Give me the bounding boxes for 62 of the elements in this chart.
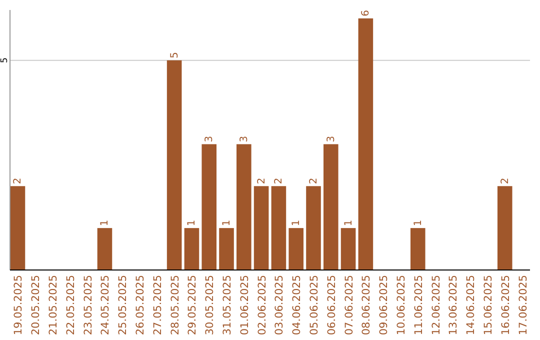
x-tick-label: 15.06.2025: [482, 275, 494, 336]
x-tick-label: 17.06.2025: [517, 275, 530, 336]
data-label: 2: [256, 178, 268, 184]
x-tick-label: 20.05.2025: [30, 275, 42, 336]
bar: [288, 228, 304, 270]
x-tick-label: 11.06.2025: [412, 275, 425, 336]
x-tick-label: 09.06.2025: [378, 275, 390, 336]
x-tick-label: 12.06.2025: [430, 275, 442, 336]
x-tick-label: 04.06.2025: [291, 275, 304, 336]
data-label: 1: [343, 220, 354, 226]
data-label: 2: [12, 178, 24, 184]
bar: [254, 186, 269, 270]
bar: [219, 228, 234, 270]
bar: [184, 228, 200, 270]
data-label: 5: [169, 52, 180, 58]
data-label: 1: [291, 220, 302, 226]
x-tick-label: 31.05.2025: [222, 275, 234, 336]
x-tick-label: 27.05.2025: [152, 275, 164, 336]
x-tick-label: 24.05.2025: [100, 275, 112, 336]
x-tick-label: 02.06.2025: [256, 275, 268, 336]
data-label: 3: [204, 136, 216, 142]
bar: [97, 228, 112, 270]
data-label: 1: [412, 220, 424, 226]
x-tick-label: 10.06.2025: [395, 275, 408, 336]
x-tick-label: 19.05.2025: [12, 275, 25, 336]
bar: [166, 60, 182, 270]
bar: [202, 144, 217, 270]
x-tick-label: 30.05.2025: [204, 275, 216, 336]
data-label: 1: [100, 220, 111, 226]
x-tick-label: 05.06.2025: [308, 275, 320, 336]
bar: [236, 144, 252, 270]
bar: [323, 144, 338, 270]
x-tick-label: 13.06.2025: [448, 275, 460, 336]
x-tick-label: 26.05.2025: [134, 275, 147, 336]
bar: [358, 18, 374, 270]
x-tick-label: 21.05.2025: [48, 275, 60, 336]
data-label: 1: [186, 220, 198, 226]
bar: [410, 228, 426, 270]
data-label: 3: [238, 136, 250, 142]
x-tick-label: 01.06.2025: [238, 275, 251, 336]
data-label: 3: [326, 136, 337, 142]
data-label: 2: [500, 178, 511, 184]
bar: [497, 186, 512, 270]
data-label: 6: [360, 10, 372, 16]
data-label: 2: [274, 178, 285, 184]
x-tick-label: 23.05.2025: [82, 275, 94, 336]
x-tick-label: 16.06.2025: [500, 275, 512, 336]
x-tick-label: 28.05.2025: [169, 275, 182, 336]
bar: [271, 186, 286, 270]
data-label: 1: [222, 220, 233, 226]
x-tick-label: 29.05.2025: [186, 275, 199, 336]
x-tick-label: 08.06.2025: [360, 275, 373, 336]
x-tick-label: 06.06.2025: [326, 275, 338, 336]
x-tick-label: 07.06.2025: [343, 275, 356, 336]
x-tick-label: 03.06.2025: [274, 275, 286, 336]
bar: [10, 186, 26, 270]
x-tick-label: 22.05.2025: [64, 275, 77, 336]
x-tick-label: 14.06.2025: [465, 275, 478, 336]
data-label: 2: [308, 178, 320, 184]
bar: [340, 228, 356, 270]
bar: [306, 186, 321, 270]
x-tick-label: 25.05.2025: [117, 275, 130, 336]
